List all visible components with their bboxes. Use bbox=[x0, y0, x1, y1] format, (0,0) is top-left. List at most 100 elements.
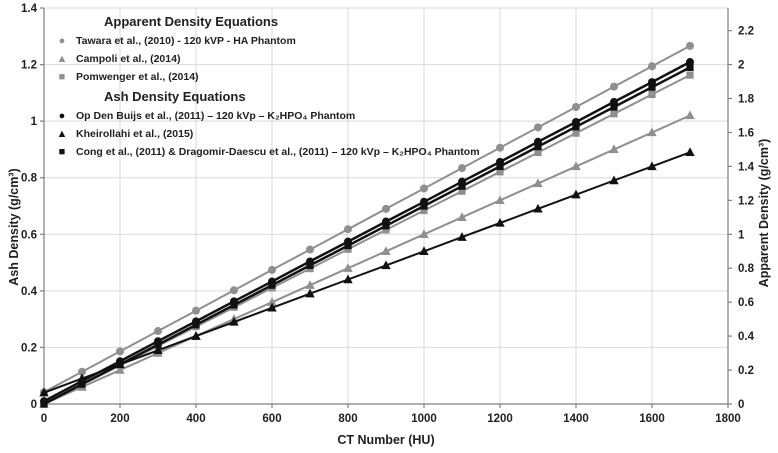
opdenbuijs-marker bbox=[610, 97, 618, 106]
axes bbox=[40, 7, 732, 408]
right-axis-tick-label: 1.8 bbox=[738, 94, 755, 106]
right-axis-tick-label: 1.4 bbox=[738, 161, 755, 173]
right-axis-tick-label: 0 bbox=[738, 399, 744, 411]
opdenbuijs-marker bbox=[496, 157, 504, 166]
left-axis-title: Ash Density (g/cm³) bbox=[7, 167, 21, 286]
tawara-marker bbox=[306, 245, 314, 254]
left-axis-tick-label: 1.2 bbox=[21, 60, 37, 72]
cong-marker bbox=[458, 182, 466, 190]
opdenbuijs-marker bbox=[420, 197, 428, 206]
campoli-marker bbox=[609, 144, 619, 154]
x-axis-tick-label: 1200 bbox=[487, 413, 513, 425]
opdenbuijs-marker bbox=[306, 257, 314, 266]
pomwenger-marker bbox=[572, 129, 580, 137]
kheirollahi-marker bbox=[533, 203, 543, 213]
kheirollahi-marker bbox=[419, 246, 429, 255]
tawara-marker bbox=[458, 164, 466, 173]
campoli-marker bbox=[533, 178, 543, 188]
right-axis-tick-label: 2.2 bbox=[738, 26, 754, 38]
x-axis-tick-label: 0 bbox=[41, 413, 47, 425]
right-axis-tick-label: 0.4 bbox=[738, 331, 755, 343]
tawara-marker bbox=[572, 102, 580, 111]
opdenbuijs-marker bbox=[572, 117, 580, 126]
pomwenger-marker bbox=[344, 245, 352, 253]
x-axis-tick-label: 1800 bbox=[715, 413, 741, 425]
pomwenger-marker bbox=[534, 148, 542, 157]
right-axis-tick-label: 1.2 bbox=[738, 195, 754, 207]
left-axis-tick-label: 1 bbox=[31, 116, 38, 128]
kheirollahi-marker bbox=[77, 373, 87, 383]
right-axis-tick-label: 0.6 bbox=[738, 297, 754, 309]
series-cong bbox=[40, 63, 694, 408]
campoli-marker bbox=[495, 195, 505, 205]
kheirollahi-marker bbox=[305, 288, 315, 298]
campoli-marker bbox=[647, 127, 657, 137]
campoli-marker bbox=[267, 297, 277, 306]
tawara-marker bbox=[344, 225, 352, 234]
pomwenger-marker bbox=[686, 71, 694, 79]
series-campoli bbox=[39, 110, 695, 408]
kheirollahi-marker bbox=[115, 359, 125, 369]
campoli-marker bbox=[419, 229, 429, 238]
tawara-marker bbox=[78, 367, 86, 376]
campoli-marker bbox=[343, 263, 353, 272]
kheirollahi-marker bbox=[343, 274, 353, 284]
opdenbuijs-marker bbox=[458, 177, 466, 186]
kheirollahi-marker bbox=[153, 345, 163, 354]
opdenbuijs-marker bbox=[534, 137, 542, 146]
x-axis-tick-label: 1400 bbox=[563, 413, 589, 425]
left-axis-tick-label: 1.4 bbox=[21, 3, 38, 15]
tawara-marker bbox=[268, 265, 276, 274]
cong-marker bbox=[496, 162, 504, 170]
opdenbuijs-marker bbox=[382, 217, 390, 226]
left-axis-tick-label: 0.8 bbox=[21, 173, 38, 185]
kheirollahi-marker bbox=[609, 175, 619, 185]
x-axis-tick-label: 200 bbox=[110, 413, 129, 425]
opdenbuijs-marker bbox=[686, 58, 694, 67]
opdenbuijs-marker bbox=[268, 277, 276, 286]
campoli-marker bbox=[381, 246, 391, 255]
kheirollahi-marker bbox=[571, 189, 581, 199]
pomwenger-marker bbox=[458, 187, 466, 195]
series-kheirollahi bbox=[39, 147, 695, 397]
kheirollahi-marker bbox=[647, 161, 657, 171]
x-axis-tick-label: 400 bbox=[186, 413, 205, 425]
campoli-marker bbox=[115, 365, 125, 374]
tawara-marker bbox=[382, 204, 390, 213]
opdenbuijs-marker bbox=[154, 337, 162, 346]
kheirollahi-marker bbox=[191, 331, 201, 340]
x-axis-tick-label: 600 bbox=[262, 413, 281, 425]
x-axis-title: CT Number (HU) bbox=[337, 433, 435, 447]
cong-marker bbox=[382, 222, 390, 230]
right-axis-title: Apparent Density (g/cm³) bbox=[757, 138, 771, 288]
tawara-marker bbox=[534, 123, 542, 132]
tawara-marker bbox=[610, 82, 618, 91]
right-axis-tick-label: 0.8 bbox=[738, 263, 755, 275]
campoli-marker bbox=[571, 161, 581, 171]
tawara-marker bbox=[192, 306, 200, 315]
campoli-marker bbox=[457, 212, 467, 222]
opdenbuijs-marker bbox=[648, 78, 656, 87]
cong-marker bbox=[572, 123, 580, 131]
series-tawara bbox=[40, 41, 694, 397]
tick-labels: 0 0.2 0.4 0.6 0.8 1 1.2 1.4 0 0.2 0.4 0.6 0.8 1 1.2 1.4… bbox=[21, 3, 755, 425]
tawara-marker bbox=[420, 184, 428, 193]
kheirollahi-marker bbox=[685, 147, 695, 156]
right-axis-tick-label: 0.2 bbox=[738, 365, 754, 377]
kheirollahi-marker bbox=[495, 217, 505, 227]
opdenbuijs-marker bbox=[40, 397, 48, 406]
kheirollahi-marker bbox=[267, 302, 277, 312]
campoli-marker bbox=[685, 110, 695, 120]
pomwenger-marker bbox=[610, 110, 618, 118]
right-axis-tick-label: 1 bbox=[738, 229, 745, 241]
tawara-marker bbox=[496, 143, 504, 152]
kheirollahi-marker bbox=[229, 316, 239, 326]
left-axis-tick-label: 0.2 bbox=[21, 342, 37, 354]
x-axis-tick-label: 1000 bbox=[411, 413, 437, 425]
kheirollahi-marker bbox=[457, 232, 467, 241]
pomwenger-marker bbox=[496, 168, 504, 176]
tawara-marker bbox=[116, 347, 124, 356]
left-axis-tick-label: 0 bbox=[31, 399, 37, 411]
